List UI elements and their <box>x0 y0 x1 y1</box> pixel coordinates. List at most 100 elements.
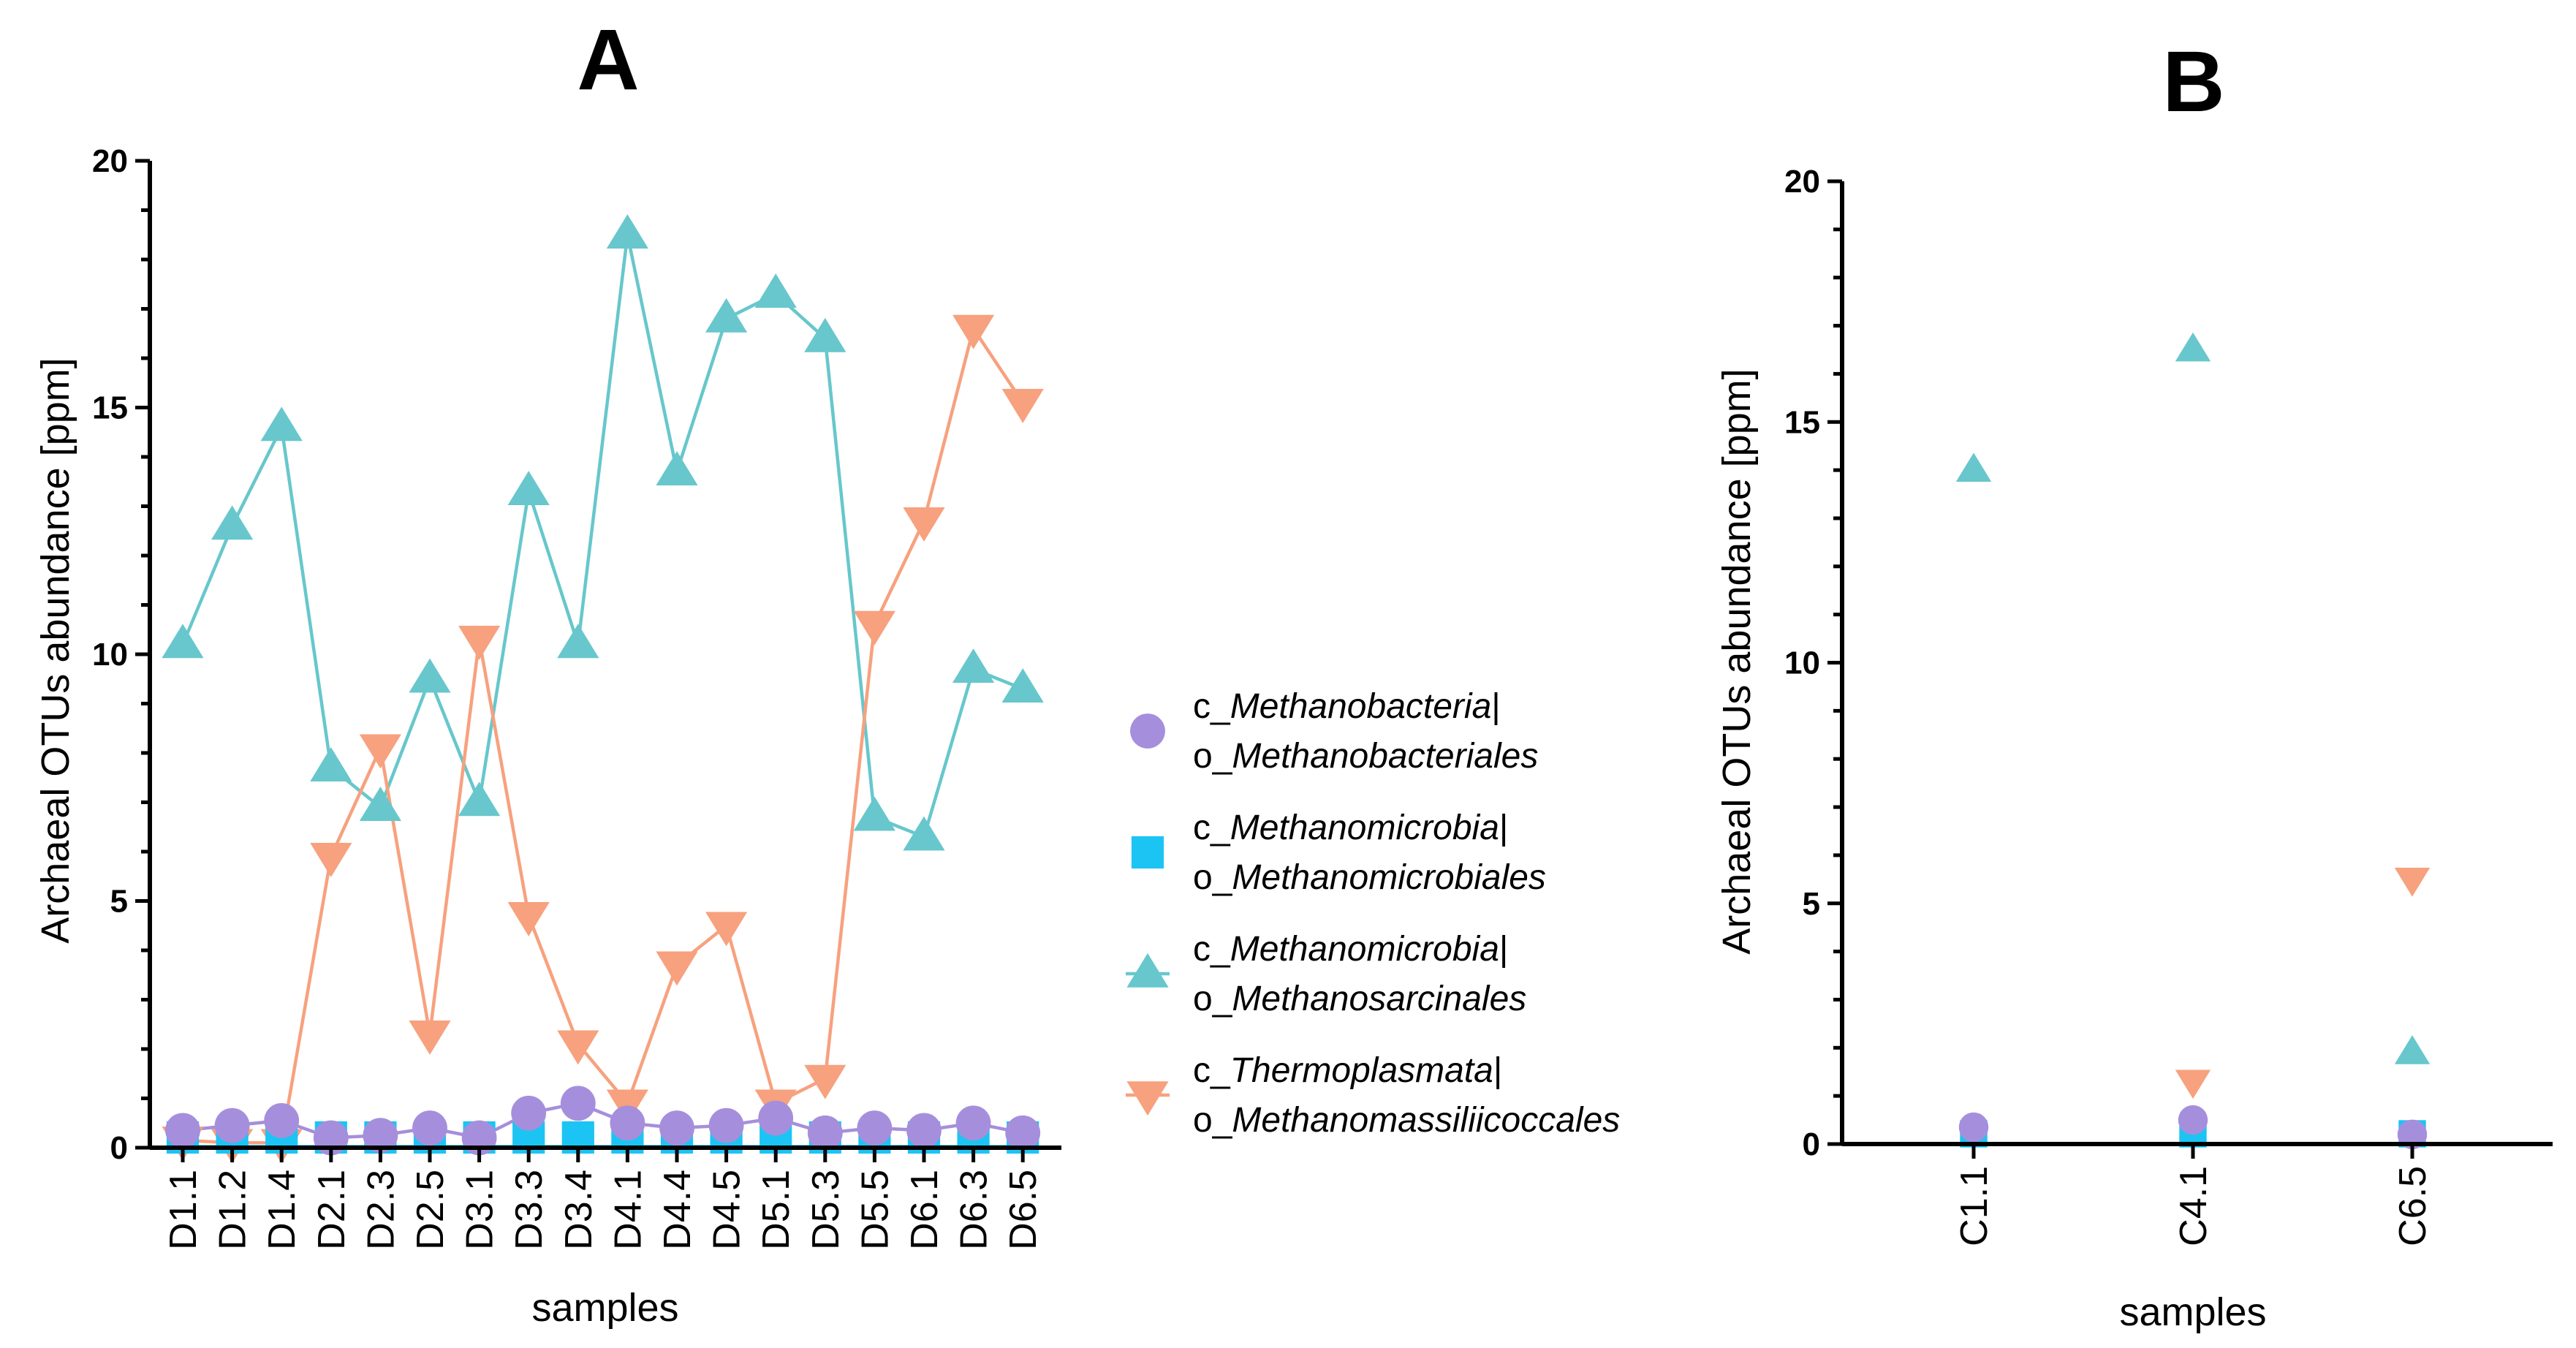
panel-a-y-tick-label: 5 <box>110 884 128 920</box>
panel-a-point-s4 <box>557 1030 599 1065</box>
panel-a-x-category-label: D1.1 <box>162 1170 205 1250</box>
panel-a-series-line-s4 <box>182 325 1025 1145</box>
panel-b-chart: B 0 5 10 15 20 C1.1 C4.1 C6.5 samples Archaeal … <box>1715 34 2553 1334</box>
legend-label-line1: c_Methanomicrobia| <box>1193 930 1508 969</box>
panel-a-point-s4 <box>359 734 401 769</box>
panel-a-point-s1 <box>955 1105 991 1141</box>
panel-a-point-s3 <box>507 471 550 505</box>
panel-b-label: B <box>2162 34 2224 130</box>
panel-a-point-s4 <box>507 902 550 936</box>
legend-item-s4: c_Thermoplasmata| o_Methanomassiliicoccal… <box>1126 1051 1620 1140</box>
panel-a-x-category-label: D4.4 <box>656 1170 699 1250</box>
panel-a-point-s3 <box>804 317 846 352</box>
panel-a-x-axis-title: samples <box>531 1286 678 1330</box>
panel-a-point-s3 <box>211 505 254 540</box>
panel-a-point-s3 <box>557 624 599 659</box>
panel-a-point-s3 <box>705 298 748 333</box>
legend-label-line2: o_Methanobacteriales <box>1193 737 1538 776</box>
panel-a-point-s3 <box>162 624 204 659</box>
legend: c_Methanobacteria|o_Methanobacterialesc_… <box>1126 687 1620 1140</box>
panel-b-point-s1 <box>1958 1112 1989 1143</box>
legend-marker-triangle-down <box>1126 1081 1169 1116</box>
panel-a-y-tick-label: 20 <box>92 143 128 179</box>
panel-a-point-s3 <box>903 816 945 851</box>
panel-a-y-tick-label: 15 <box>92 390 128 426</box>
panel-a-x-category-label: D5.5 <box>854 1170 896 1250</box>
panel-a-point-s3 <box>260 406 303 442</box>
panel-a-point-s3 <box>853 796 895 831</box>
panel-a-x-category-label: D2.3 <box>360 1170 402 1250</box>
panel-a-point-s1 <box>412 1110 447 1146</box>
panel-a-x-category-label: D3.3 <box>508 1170 550 1250</box>
panel-a-point-s1 <box>708 1107 744 1143</box>
panel-b-x-category-label: C4.1 <box>2172 1166 2215 1246</box>
panel-b-y-tick-label: 0 <box>1803 1127 1820 1162</box>
panel-a-point-s1 <box>264 1102 300 1138</box>
panel-a-x-category-label: D3.4 <box>558 1170 600 1250</box>
panel-a-point-s4 <box>853 610 895 645</box>
panel-a-point-s4 <box>804 1064 846 1099</box>
panel-a-point-s4 <box>903 507 945 542</box>
panel-b-y-tick-label: 10 <box>1784 645 1820 681</box>
panel-b-point-s1 <box>2178 1105 2208 1135</box>
legend-label-line2: o_Methanomassiliicoccales <box>1193 1101 1620 1140</box>
panel-a-y-tick-label: 0 <box>110 1130 128 1166</box>
panel-a-x-category-label: D4.1 <box>607 1170 649 1250</box>
panel-b-series-layer <box>1955 332 2431 1150</box>
panel-a-point-s3 <box>359 787 401 821</box>
panel-a-point-s3 <box>1001 668 1044 703</box>
panel-a-x-category-label: D6.3 <box>953 1170 996 1250</box>
panel-a-x-category-label: D5.3 <box>805 1170 847 1250</box>
legend-label-line1: c_Thermoplasmata| <box>1193 1051 1502 1090</box>
panel-b-point-s3 <box>1955 453 1992 482</box>
legend-item-s3: c_Methanomicrobia| o_Methanosarcinales <box>1126 930 1526 1018</box>
panel-a-x-category-label: D1.2 <box>212 1170 254 1250</box>
panel-a-axes: 0 5 10 15 20 D1.1 D1.2 D1.4 D2.1 D2.3 D2.5 D3.1 D3.3… <box>92 143 1061 1250</box>
panel-a-point-s4 <box>409 1021 451 1055</box>
panel-a-point-s4 <box>705 912 748 947</box>
panel-a-point-s1 <box>906 1113 942 1148</box>
panel-a-x-category-label: D2.1 <box>311 1170 353 1250</box>
panel-a-point-s3 <box>606 214 648 249</box>
panel-a-x-category-label: D1.4 <box>261 1170 303 1250</box>
panel-a-x-category-label: D6.1 <box>904 1170 946 1250</box>
panel-a-point-s3 <box>952 648 995 683</box>
panel-a-point-s1 <box>857 1110 893 1146</box>
panel-b-y-tick-label: 5 <box>1803 886 1820 922</box>
panel-a-series-line-s3 <box>181 234 1024 839</box>
panel-a-label: A <box>577 12 639 108</box>
panel-a-point-s4 <box>310 843 352 877</box>
panel-a-series-line-s1 <box>182 1101 1023 1140</box>
panel-b-x-axis-title: samples <box>2119 1290 2266 1334</box>
panel-a-point-s4 <box>656 951 698 986</box>
panel-a-x-category-label: D4.5 <box>706 1170 749 1250</box>
legend-label-line2: o_Methanomicrobiales <box>1193 858 1546 897</box>
panel-a-point-s3 <box>458 781 501 817</box>
panel-a-point-s4 <box>1001 389 1044 423</box>
legend-marker-circle <box>1130 713 1165 749</box>
panel-a-point-s3 <box>310 747 352 781</box>
panel-a-point-s4 <box>458 626 501 660</box>
panel-a-series-layer <box>162 214 1044 1164</box>
panel-a-point-s1 <box>807 1115 843 1151</box>
panel-a-y-axis-title: Archaeal OTUs abundance [ppm] <box>34 357 77 943</box>
panel-a-point-s3 <box>754 273 797 308</box>
panel-b-point-s4 <box>2394 867 2431 897</box>
panel-a-point-s1 <box>511 1095 547 1131</box>
panel-a-x-category-label: D3.1 <box>459 1170 501 1250</box>
panel-a-point-s1 <box>560 1086 596 1121</box>
legend-item-s2: c_Methanomicrobia| o_Methanomicrobiales <box>1131 809 1546 897</box>
panel-a-point-s3 <box>409 658 451 693</box>
legend-label-line1: c_Methanomicrobia| <box>1193 809 1508 847</box>
panel-a-point-s4 <box>952 314 995 349</box>
panel-a-point-s1 <box>1005 1115 1041 1151</box>
panel-a-x-category-label: D2.5 <box>409 1170 452 1250</box>
panel-a-point-s1 <box>610 1105 645 1141</box>
panel-a-point-s1 <box>363 1118 398 1154</box>
panel-a-point-s3 <box>656 451 698 485</box>
panel-b-point-s3 <box>2175 332 2211 362</box>
panel-b-point-s4 <box>2175 1069 2211 1099</box>
panel-b-x-category-label: C1.1 <box>1953 1166 1996 1246</box>
